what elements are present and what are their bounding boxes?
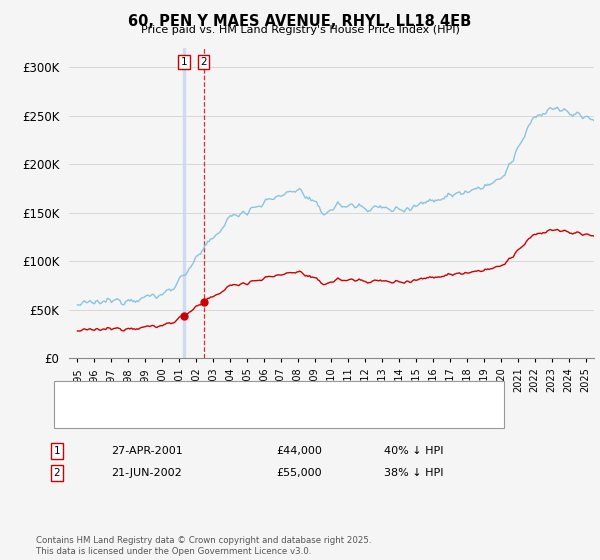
Text: 1: 1 <box>53 446 61 456</box>
Text: HPI: Average price, detached house, Denbighshire: HPI: Average price, detached house, Denb… <box>93 416 355 426</box>
Text: Price paid vs. HM Land Registry's House Price Index (HPI): Price paid vs. HM Land Registry's House … <box>140 25 460 35</box>
Text: 38% ↓ HPI: 38% ↓ HPI <box>384 468 443 478</box>
Text: £55,000: £55,000 <box>276 468 322 478</box>
Text: 2: 2 <box>200 57 207 67</box>
Text: 27-APR-2001: 27-APR-2001 <box>111 446 183 456</box>
Text: 1: 1 <box>181 57 187 67</box>
Text: 21-JUN-2002: 21-JUN-2002 <box>111 468 182 478</box>
Text: 60, PEN Y MAES AVENUE, RHYL, LL18 4EB (detached house): 60, PEN Y MAES AVENUE, RHYL, LL18 4EB (d… <box>93 404 404 414</box>
Text: ——: —— <box>66 416 79 426</box>
Text: 60, PEN Y MAES AVENUE, RHYL, LL18 4EB: 60, PEN Y MAES AVENUE, RHYL, LL18 4EB <box>128 14 472 29</box>
Text: £44,000: £44,000 <box>276 446 322 456</box>
Text: ——: —— <box>66 404 79 414</box>
Text: 40% ↓ HPI: 40% ↓ HPI <box>384 446 443 456</box>
Text: Contains HM Land Registry data © Crown copyright and database right 2025.
This d: Contains HM Land Registry data © Crown c… <box>36 536 371 556</box>
Text: 2: 2 <box>53 468 61 478</box>
Bar <box>183 48 185 358</box>
